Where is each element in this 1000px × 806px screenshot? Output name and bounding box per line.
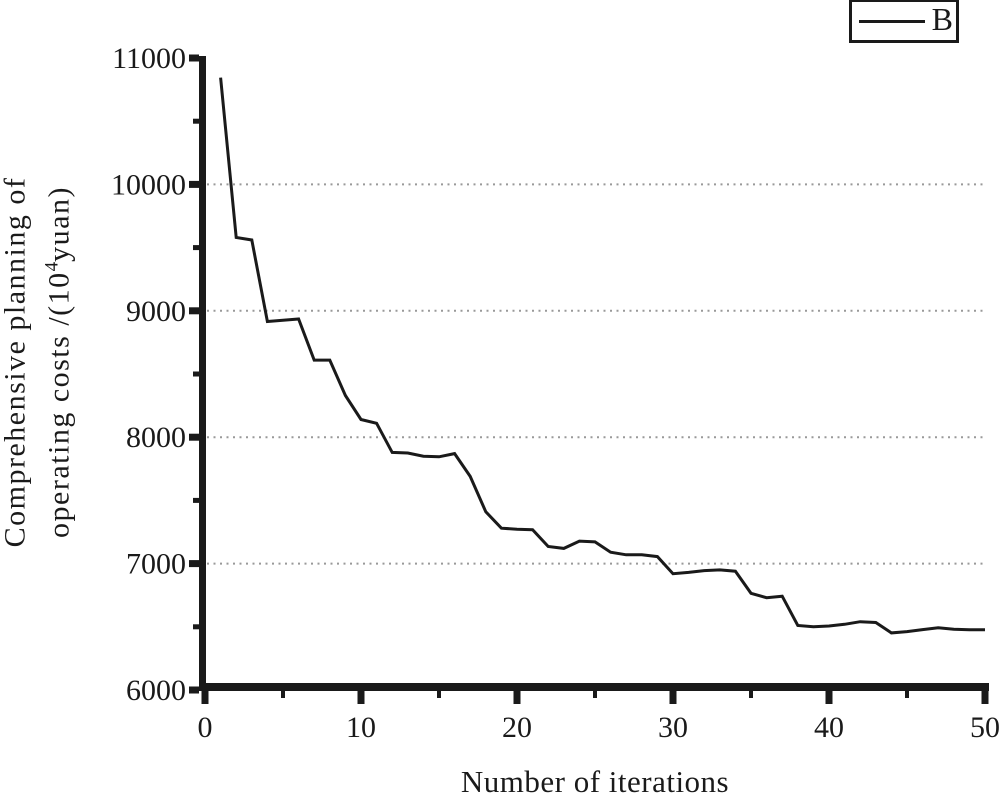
y-tick-label: 6000 [126,674,186,707]
y-major-tick-9000 [189,307,199,315]
y-axis-title-text1: Comprehensive planning of [0,176,32,548]
x-major-tick-30 [669,683,677,704]
x-major-tick-0 [201,683,209,704]
legend-series-label: B [931,1,953,37]
y-tick-label: 10000 [111,168,186,201]
y-axis-title-superscript: 4 [41,261,63,272]
y-axis-title-text2: operating costs /(10 [42,271,76,538]
x-axis-title: Number of iterations [460,764,730,799]
y-minor-tick-7500 [193,497,199,503]
x-minor-tick-25 [593,691,597,698]
x-tick-label: 20 [502,711,532,744]
y-major-tick-11000 [189,54,199,62]
y-tick-label: 8000 [126,421,186,454]
y-axis-title-text3: yuan) [42,186,76,262]
x-major-tick-50 [981,683,989,704]
y-major-tick-10000 [189,180,199,188]
y-major-tick-7000 [189,560,199,568]
legend-line-sample [859,19,925,23]
x-major-tick-40 [825,683,833,704]
x-tick-label: 50 [970,711,1000,744]
y-minor-tick-8500 [193,371,199,377]
x-major-tick-20 [513,683,521,704]
y-axis-title-line2: operating costs /(104yuan) [34,177,78,548]
x-minor-tick-45 [905,691,909,698]
x-axis-spine [199,683,989,691]
x-tick-label: 40 [814,711,844,744]
series-line-B [219,77,985,635]
x-minor-tick-15 [437,691,441,698]
y-major-tick-6000 [189,686,199,694]
y-axis-title: Comprehensive planning of operating cost… [0,177,78,548]
y-axis-spine [199,56,206,691]
x-tick-label: 30 [658,711,688,744]
y-axis-title-line1: Comprehensive planning of [0,177,34,548]
y-tick-label: 9000 [126,295,186,328]
x-major-tick-10 [357,683,365,704]
x-tick-label: 0 [198,711,213,744]
y-minor-tick-6500 [193,624,199,630]
y-tick-label: 11000 [112,42,186,75]
y-minor-tick-10500 [193,118,199,124]
legend-box: B [849,0,959,43]
x-minor-tick-35 [749,691,753,698]
y-minor-tick-9500 [193,245,199,251]
x-minor-tick-5 [281,691,285,698]
y-major-tick-8000 [189,433,199,441]
x-tick-label: 10 [346,711,376,744]
y-tick-label: 7000 [126,548,186,581]
